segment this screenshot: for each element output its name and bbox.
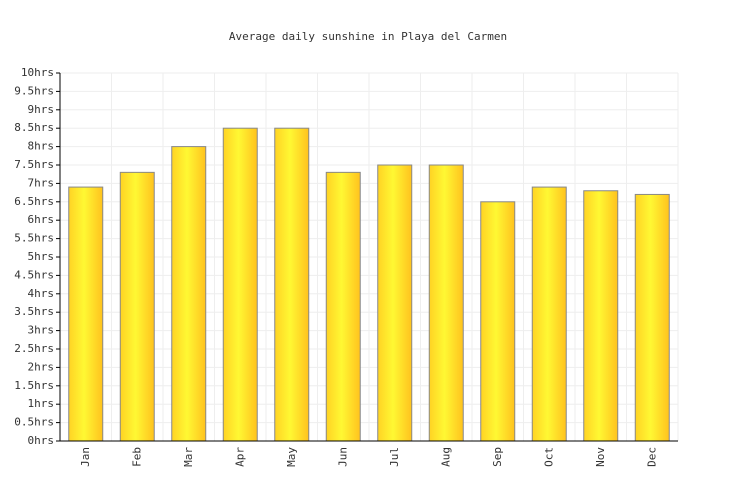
- y-tick-label: 4hrs: [28, 287, 55, 300]
- x-tick-label: Aug: [439, 447, 452, 467]
- bar: [222, 127, 258, 442]
- x-tick-label: Nov: [594, 447, 607, 467]
- y-tick-label: 3.5hrs: [14, 305, 54, 318]
- y-tick-label: 9hrs: [28, 103, 55, 116]
- y-tick-label: 5hrs: [28, 250, 55, 263]
- bar: [68, 186, 104, 442]
- y-tick-label: 2hrs: [28, 360, 55, 373]
- bar: [325, 171, 361, 442]
- y-tick-label: 7.5hrs: [14, 158, 54, 171]
- y-tick-label: 8.5hrs: [14, 121, 54, 134]
- y-tick-label: 2.5hrs: [14, 342, 54, 355]
- bar: [583, 190, 619, 442]
- y-tick-label: 4.5hrs: [14, 268, 54, 281]
- y-tick-label: 6.5hrs: [14, 195, 54, 208]
- bar: [377, 164, 413, 442]
- y-tick-label: 0hrs: [28, 434, 55, 447]
- y-tick-label: 5.5hrs: [14, 232, 54, 245]
- y-tick-label: 1.5hrs: [14, 379, 54, 392]
- x-tick-label: Sep: [491, 447, 504, 467]
- bar: [119, 171, 155, 442]
- x-tick-label: Jun: [336, 447, 349, 467]
- chart-title: Average daily sunshine in Playa del Carm…: [229, 30, 507, 43]
- x-tick-label: Feb: [130, 447, 143, 467]
- bar: [171, 146, 207, 442]
- x-tick-label: Mar: [182, 447, 195, 467]
- bar: [634, 193, 670, 442]
- x-tick-label: Apr: [233, 447, 246, 467]
- y-tick-label: 7hrs: [28, 176, 55, 189]
- y-tick-label: 6hrs: [28, 213, 55, 226]
- y-tick-label: 10hrs: [21, 66, 54, 79]
- x-tick-label: Oct: [542, 447, 555, 467]
- y-tick-label: 8hrs: [28, 140, 55, 153]
- bar: [480, 201, 516, 442]
- x-tick-label: May: [285, 447, 298, 467]
- y-tick-label: 9.5hrs: [14, 84, 54, 97]
- bar: [531, 186, 567, 442]
- y-tick-label: 3hrs: [28, 324, 55, 337]
- x-tick-label: Dec: [645, 447, 658, 467]
- y-tick-label: 1hrs: [28, 397, 55, 410]
- x-tick-label: Jul: [388, 447, 401, 467]
- x-tick-label: Jan: [79, 447, 92, 467]
- bar: [428, 164, 464, 442]
- y-tick-label: 0.5hrs: [14, 416, 54, 429]
- bar: [274, 127, 310, 442]
